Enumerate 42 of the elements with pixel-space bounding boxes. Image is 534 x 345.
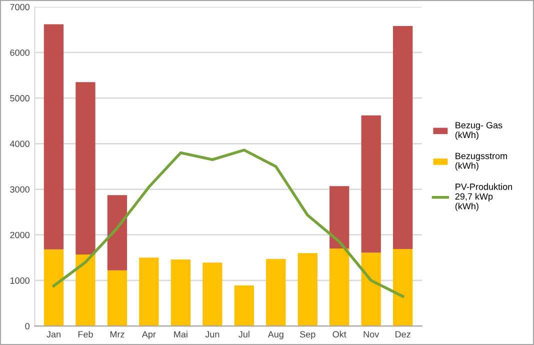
legend-label: Bezug- Gas (kWh) [455, 122, 502, 140]
y-tick-label: 7000 [10, 4, 30, 10]
x-tick-label: Mai [174, 330, 188, 338]
bar [266, 259, 286, 326]
legend-label: Bezugsstrom (kWh) [455, 152, 507, 171]
x-tick-label: Aug [268, 331, 284, 340]
y-tick-label: 4000 [10, 140, 30, 148]
x-tick-label: Mrz [110, 331, 124, 338]
x-tick-label: Jan [46, 331, 60, 338]
x-tick-label: Dez [396, 331, 410, 338]
bar [107, 270, 128, 326]
bar [361, 115, 381, 253]
bar [107, 195, 128, 270]
x-tick-label: Jun [205, 331, 220, 338]
line-series [52, 148, 404, 298]
y-tick-label: 1000 [10, 277, 30, 284]
bar [76, 254, 96, 326]
x-tick-label: Sep [300, 331, 316, 340]
y-tick-label: 3000 [10, 186, 30, 193]
x-tick-label: Apr [142, 331, 156, 340]
bar [76, 82, 96, 254]
x-tick-label: Nov [364, 331, 380, 338]
bar [392, 26, 413, 249]
y-tick-label: 0 [25, 322, 30, 330]
x-tick-label: Jul [238, 330, 250, 338]
x-tick-label: Feb [78, 330, 93, 338]
bar [330, 186, 350, 249]
bar [234, 285, 254, 326]
bar [170, 259, 191, 326]
bar [139, 258, 159, 326]
y-tick-label: 5000 [10, 95, 30, 102]
bar [44, 24, 64, 250]
bar [330, 248, 350, 326]
x-tick-label: Okt [332, 330, 346, 338]
bar [361, 252, 381, 326]
legend-label: PV-Produktion 29,7 kWp (kWh) [455, 183, 512, 212]
bar [298, 253, 318, 326]
y-tick-label: 6000 [10, 49, 30, 56]
bar [44, 249, 64, 326]
bar [202, 262, 222, 326]
bar [392, 248, 413, 326]
y-tick-label: 2000 [10, 232, 30, 238]
